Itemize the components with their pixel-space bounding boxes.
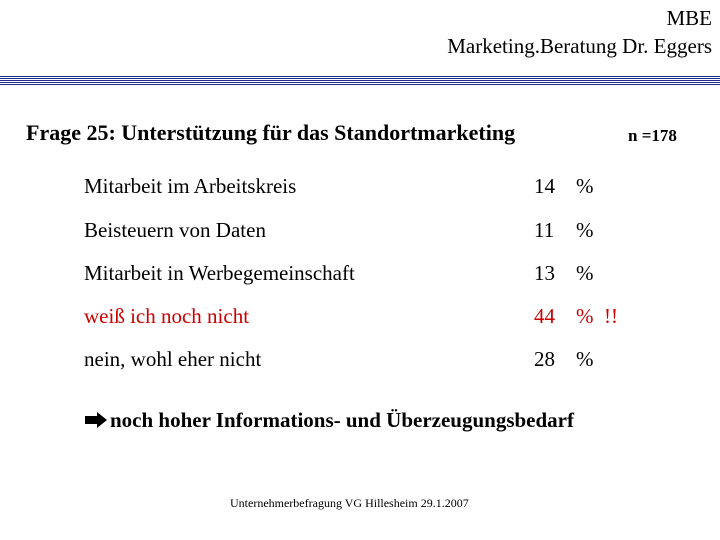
conclusion-text: noch hoher Informations- und Überzeugung… (110, 408, 574, 432)
answer-value: 14 (534, 174, 555, 198)
conclusion: noch hoher Informations- und Überzeugung… (84, 408, 574, 433)
answer-label: weiß ich noch nicht (84, 304, 250, 328)
header-rule (0, 76, 720, 86)
answer-value: 13 (534, 261, 555, 285)
answer-row: nein, wohl eher nicht 28 % (0, 347, 720, 377)
answer-value: 11 (534, 218, 555, 242)
sample-size: n =178 (628, 126, 677, 145)
header-company-name: Marketing.Beratung Dr. Eggers (447, 34, 712, 58)
answer-label: Mitarbeit im Arbeitskreis (84, 174, 297, 198)
arrow-right-icon (85, 412, 107, 428)
answer-value: 44 (534, 304, 555, 328)
footer-source: Unternehmerbefragung VG Hillesheim 29.1.… (230, 496, 469, 510)
question-title: Frage 25: Unterstützung für das Standort… (26, 120, 516, 145)
answer-row: Beisteuern von Daten 11 % (0, 218, 720, 248)
answer-value: 28 (534, 347, 555, 371)
answer-label: Beisteuern von Daten (84, 218, 266, 242)
answer-unit: % (576, 347, 594, 371)
answer-unit: % (576, 218, 594, 242)
answer-label: nein, wohl eher nicht (84, 347, 262, 371)
answer-label: Mitarbeit in Werbegemeinschaft (84, 261, 355, 285)
emphasis-mark: !! (604, 304, 618, 328)
header-company-short: MBE (666, 6, 712, 30)
answer-unit: % (576, 304, 594, 328)
answer-row: Mitarbeit in Werbegemeinschaft 13 % (0, 261, 720, 291)
answer-unit: % (576, 174, 594, 198)
answer-row: Mitarbeit im Arbeitskreis 14 % (0, 174, 720, 204)
answer-row-highlighted: weiß ich noch nicht 44 % !! (0, 304, 720, 334)
answer-unit: % (576, 261, 594, 285)
